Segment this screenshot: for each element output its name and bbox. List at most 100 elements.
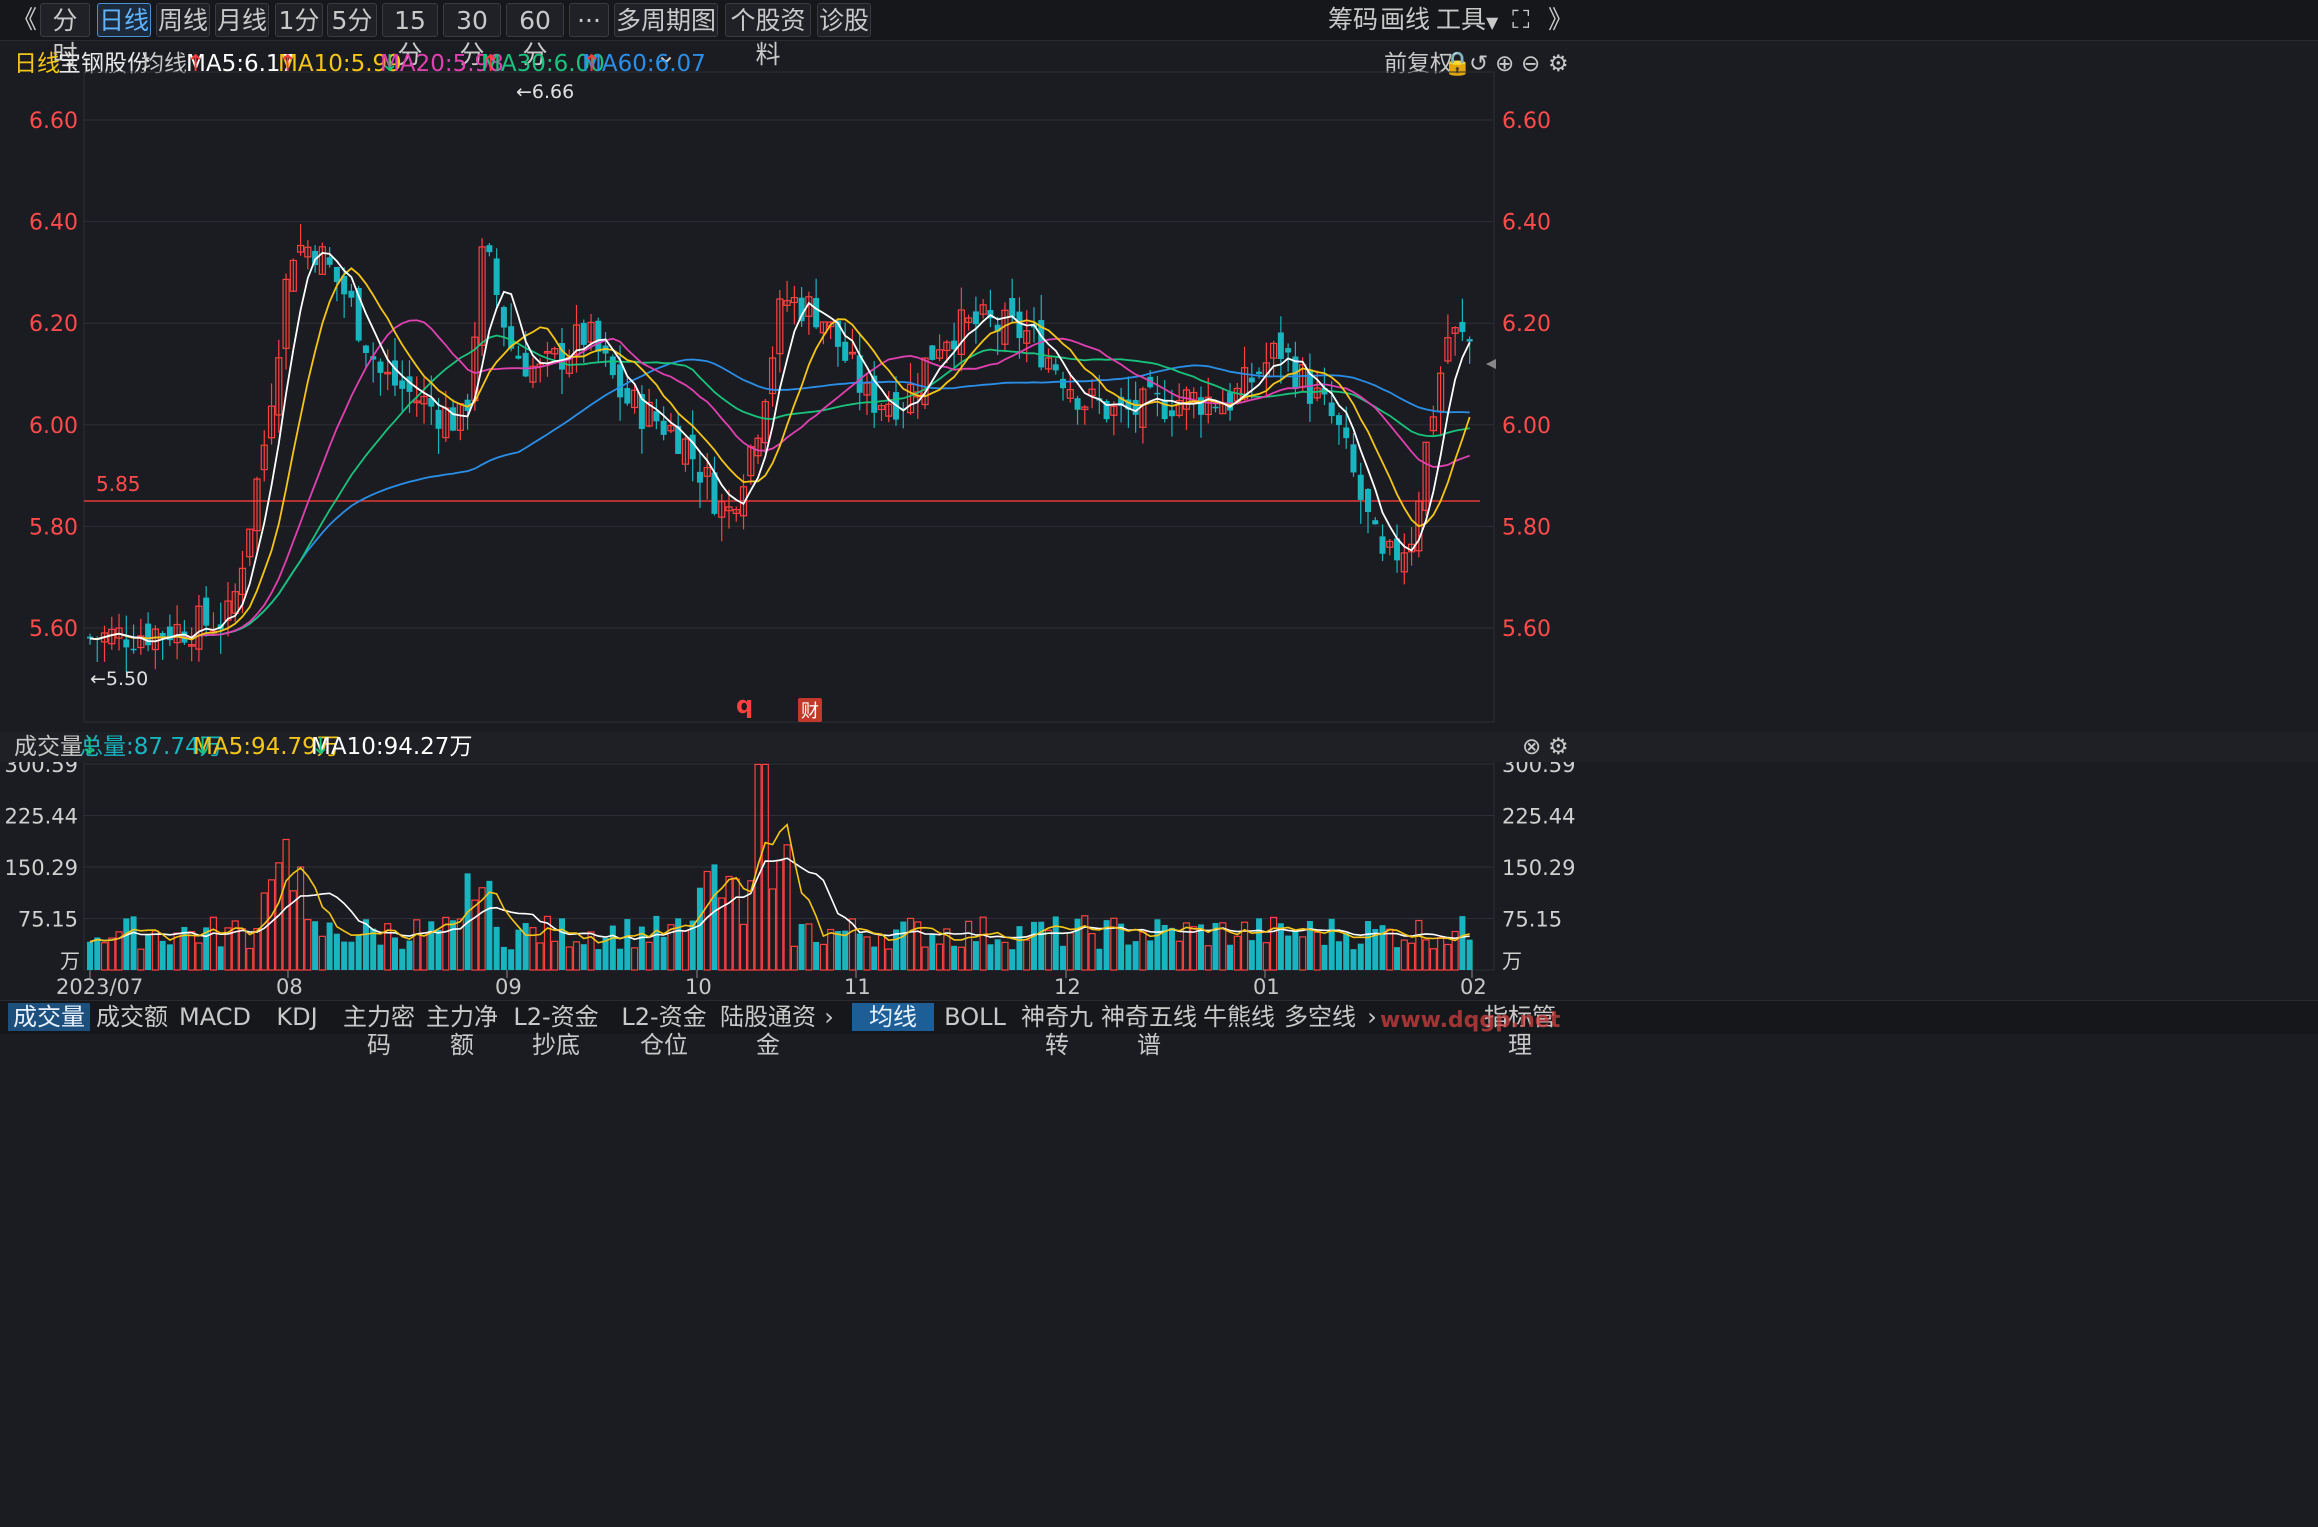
candle-body-up bbox=[761, 400, 769, 444]
lock-icon[interactable]: 🔒 bbox=[1443, 51, 1472, 77]
candle-body-up bbox=[1422, 441, 1430, 511]
zoom-in-icon[interactable]: ⊕ bbox=[1495, 51, 1515, 77]
price-tick-left: 6.20 bbox=[29, 312, 78, 337]
volume-bar-down bbox=[515, 929, 522, 970]
volume-bar-down bbox=[689, 920, 696, 970]
ma-label[interactable]: 均线 bbox=[141, 51, 187, 77]
candle-body-down bbox=[609, 356, 616, 376]
tab-five-line[interactable]: 神奇五线谱 bbox=[1101, 1003, 1197, 1059]
candle-body-down bbox=[399, 380, 406, 389]
chips-button[interactable]: 筹码 bbox=[1328, 5, 1379, 34]
candle-body-up bbox=[478, 246, 486, 346]
candle-body-up bbox=[1429, 416, 1437, 432]
candle-body-down bbox=[493, 258, 500, 296]
zoom-out-icon[interactable]: ⊖ bbox=[1521, 51, 1541, 77]
candle-body-up bbox=[667, 424, 675, 432]
tab-15min[interactable]: 15分 bbox=[382, 3, 438, 69]
q-marker: q bbox=[736, 691, 753, 719]
candle-body-up bbox=[783, 300, 791, 306]
candle-body-down bbox=[994, 324, 1001, 332]
volume-bar-up bbox=[1444, 943, 1452, 971]
tab-daily[interactable]: 日线 bbox=[97, 3, 151, 37]
volume-bar-down bbox=[558, 918, 565, 970]
tab-60min[interactable]: 60分 bbox=[506, 3, 564, 69]
candle-body-down bbox=[406, 376, 413, 392]
tab-5min[interactable]: 5分 bbox=[327, 3, 377, 37]
more-periods-button[interactable]: ··· bbox=[569, 3, 609, 37]
candle-body-up bbox=[1313, 387, 1321, 399]
volume-bar-down bbox=[1306, 920, 1313, 970]
tab-30min[interactable]: 30分 bbox=[443, 3, 501, 69]
volume-bar-down bbox=[580, 944, 587, 970]
gear-icon[interactable]: ⚙ bbox=[1548, 51, 1569, 77]
tab-l2-position[interactable]: L2-资金仓位 bbox=[621, 1003, 707, 1059]
tab-monthly[interactable]: 月线 bbox=[215, 3, 269, 37]
tab-boll[interactable]: BOLL bbox=[944, 1003, 1006, 1031]
diagnose-button[interactable]: 诊股 bbox=[817, 3, 871, 37]
stock-profile-button[interactable]: 个股资料 bbox=[725, 3, 811, 69]
low-price-label: ←5.50 bbox=[90, 668, 148, 690]
draw-line-button[interactable]: 画线 bbox=[1380, 5, 1431, 34]
indicator-manage-button[interactable]: 指标管理 bbox=[1484, 1003, 1556, 1059]
candle-body-up bbox=[173, 623, 181, 644]
volume-bar-down bbox=[1103, 920, 1110, 970]
fq-button[interactable]: 前复权 bbox=[1384, 51, 1453, 77]
tab-kdj[interactable]: KDJ bbox=[276, 1003, 318, 1031]
volume-tick-right: 150.29 bbox=[1502, 856, 1575, 880]
volume-bar-down bbox=[493, 926, 500, 970]
volume-bar-down bbox=[1147, 940, 1154, 970]
x-axis-label: 09 bbox=[495, 975, 522, 999]
x-axis-label: 01 bbox=[1253, 975, 1280, 999]
volume-bar-up bbox=[790, 945, 798, 971]
volume-bar-up bbox=[253, 927, 261, 971]
back-icon[interactable]: 《 bbox=[12, 5, 38, 34]
volume-bar-up bbox=[819, 943, 827, 971]
tab-main-code[interactable]: 主力密码 bbox=[343, 1003, 415, 1059]
tab-volume[interactable]: 成交量 bbox=[8, 1003, 90, 1031]
volume-bar-up bbox=[1262, 942, 1270, 971]
tab-l2-bottom[interactable]: L2-资金抄底 bbox=[513, 1003, 599, 1059]
chevron-right-icon[interactable]: › bbox=[824, 1003, 834, 1031]
chevron-right-icon[interactable]: › bbox=[1367, 1003, 1377, 1031]
arrow-up-icon: ↑ bbox=[278, 51, 298, 77]
fullscreen-icon[interactable]: ⛶ bbox=[1512, 5, 1530, 34]
tab-hk-connect[interactable]: 陆股通资金 bbox=[720, 1003, 816, 1059]
volume-bar-down bbox=[1328, 918, 1335, 970]
volume-bar-down bbox=[217, 946, 224, 970]
volume-bar-up bbox=[732, 878, 740, 971]
tab-bull-bear[interactable]: 牛熊线 bbox=[1203, 1003, 1275, 1031]
tab-weekly[interactable]: 周线 bbox=[156, 3, 210, 37]
tab-fenshi[interactable]: 分时 bbox=[40, 3, 90, 69]
candle-body-down bbox=[689, 434, 696, 460]
close-icon[interactable]: ⊗ bbox=[1522, 734, 1542, 760]
tab-1min[interactable]: 1分 bbox=[275, 3, 323, 37]
volume-bar-down bbox=[1285, 935, 1292, 970]
volume-bar-up bbox=[115, 931, 123, 971]
volume-bar-up bbox=[1204, 945, 1212, 971]
tab-long-short[interactable]: 多空线 bbox=[1284, 1003, 1356, 1031]
undo-icon[interactable]: ↺ bbox=[1469, 51, 1489, 77]
candle-body-up bbox=[1270, 342, 1278, 359]
volume-bar-down bbox=[1256, 918, 1263, 970]
candle-body-down bbox=[341, 275, 348, 295]
tab-macd[interactable]: MACD bbox=[179, 1003, 251, 1031]
tab-amount[interactable]: 成交额 bbox=[96, 1003, 168, 1031]
candle-body-down bbox=[1161, 400, 1168, 420]
candle-body-down bbox=[1357, 474, 1364, 500]
volume-bar-down bbox=[617, 948, 624, 970]
candle-body-down bbox=[1132, 399, 1139, 415]
volume-bar-up bbox=[296, 866, 305, 971]
volume-bar-up bbox=[1110, 917, 1118, 971]
candle-body-down bbox=[1197, 397, 1204, 415]
volume-bar-up bbox=[754, 763, 762, 971]
tools-dropdown[interactable]: 工具▼ bbox=[1436, 3, 1498, 37]
collapse-icon[interactable]: 》 bbox=[1548, 5, 1574, 34]
candle-body-up bbox=[921, 357, 929, 406]
gear-icon[interactable]: ⚙ bbox=[1548, 734, 1569, 760]
tab-main-net[interactable]: 主力净额 bbox=[426, 1003, 498, 1059]
tab-ma[interactable]: 均线 bbox=[852, 1003, 934, 1031]
volume-bar-up bbox=[957, 946, 965, 971]
tab-nine-turn[interactable]: 神奇九转 bbox=[1021, 1003, 1093, 1059]
multi-period-dropdown[interactable]: 多周期图 ⌄ bbox=[614, 3, 718, 69]
